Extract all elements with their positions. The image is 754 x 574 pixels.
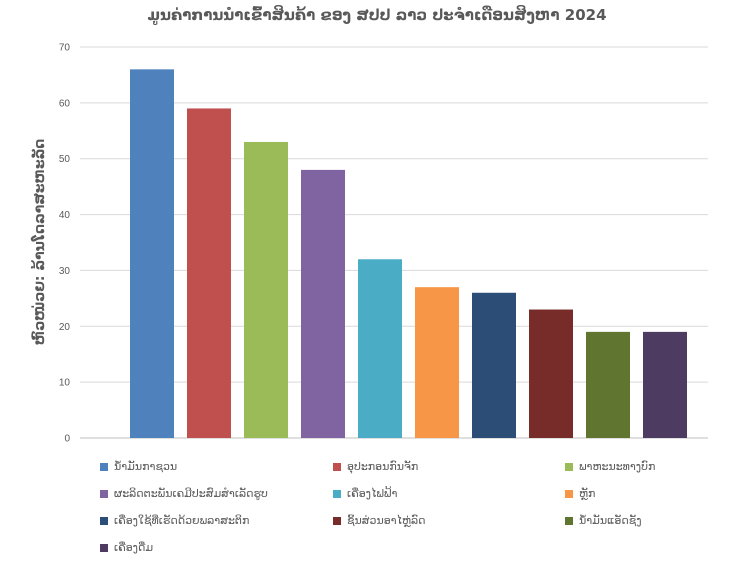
legend-item: ນ້ຳມັນແອັດຊັງ [565, 514, 642, 527]
legend-swatch [100, 543, 108, 552]
legend-item: ເຄື່ອງດື່ມ [100, 541, 153, 554]
legend-swatch [565, 489, 573, 498]
y-tick-label: 30 [59, 266, 71, 277]
legend-item: ເຄື່ອງໄຟຟ້າ [333, 487, 397, 500]
legend-label: ຜະລິດຕະພັນເຄມີປະສົມສຳເລັດຮູບ [114, 487, 268, 500]
y-axis-label: ຫົວໜ່ວຍ: ລ້ານໂດລາສະຫະລັດ [32, 138, 48, 346]
legend-item: ຫຼັກ [565, 487, 595, 500]
legend-label: ເຄື່ອງໃຊ້ທີ່ເຮັດດ້ວຍພລາສະຕິກ [114, 514, 250, 527]
legend-swatch [100, 516, 108, 525]
legend-item: ຊິ້ນສ່ວນອາໄຫຼ່ລົດ [333, 514, 426, 527]
bar-4 [301, 169, 345, 438]
y-tick-label: 50 [59, 154, 71, 165]
legend-label: ເຄື່ອງດື່ມ [114, 541, 154, 554]
legend-label: ຫຼັກ [579, 487, 596, 500]
legend-label: ພາຫະນະທາງບົກ [579, 460, 656, 473]
legend-item: ພາຫະນະທາງບົກ [565, 460, 655, 473]
chart-title: ມູນຄ່າການນຳເຂົ້າສິນຄ້າ ຂອງ ສປປ ລາວ ປະຈຳເ… [147, 6, 607, 24]
legend-label: ຊິ້ນສ່ວນອາໄຫຼ່ລົດ [347, 514, 426, 527]
legend-swatch [333, 462, 341, 471]
y-tick-label: 70 [59, 43, 71, 54]
bar-7 [472, 292, 516, 438]
bar-8 [529, 309, 573, 438]
legend-label: ເຄື່ອງໄຟຟ້າ [347, 487, 398, 500]
legend-label: ອຸປະກອນກົນຈັກ [347, 460, 419, 473]
legend-item: ອຸປະກອນກົນຈັກ [333, 460, 418, 473]
bar-6 [415, 287, 459, 438]
bar-1 [130, 69, 174, 438]
legend-swatch [333, 516, 341, 525]
legend-label: ນ້ຳມັນກາຊວນ [114, 460, 178, 473]
bar-10 [643, 331, 687, 438]
legend-swatch [565, 462, 573, 471]
legend-item: ເຄື່ອງໃຊ້ທີ່ເຮັດດ້ວຍພລາສະຕິກ [100, 514, 249, 527]
bar-3 [244, 141, 288, 438]
bar-2 [187, 108, 231, 438]
y-tick-label: 60 [59, 98, 71, 109]
bar-5 [358, 259, 402, 438]
y-tick-label: 20 [59, 322, 71, 333]
bar-9 [586, 331, 630, 438]
legend-item: ນ້ຳມັນກາຊວນ [100, 460, 177, 473]
legend-label: ນ້ຳມັນແອັດຊັງ [579, 514, 642, 527]
legend-swatch [565, 516, 573, 525]
legend-swatch [333, 489, 341, 498]
y-tick-label: 10 [59, 378, 71, 389]
y-tick-label: 0 [64, 434, 70, 445]
legend-swatch [100, 489, 108, 498]
legend-item: ຜະລິດຕະພັນເຄມີປະສົມສຳເລັດຮູບ [100, 487, 268, 500]
legend-swatch [100, 462, 108, 471]
y-tick-label: 40 [59, 210, 71, 221]
